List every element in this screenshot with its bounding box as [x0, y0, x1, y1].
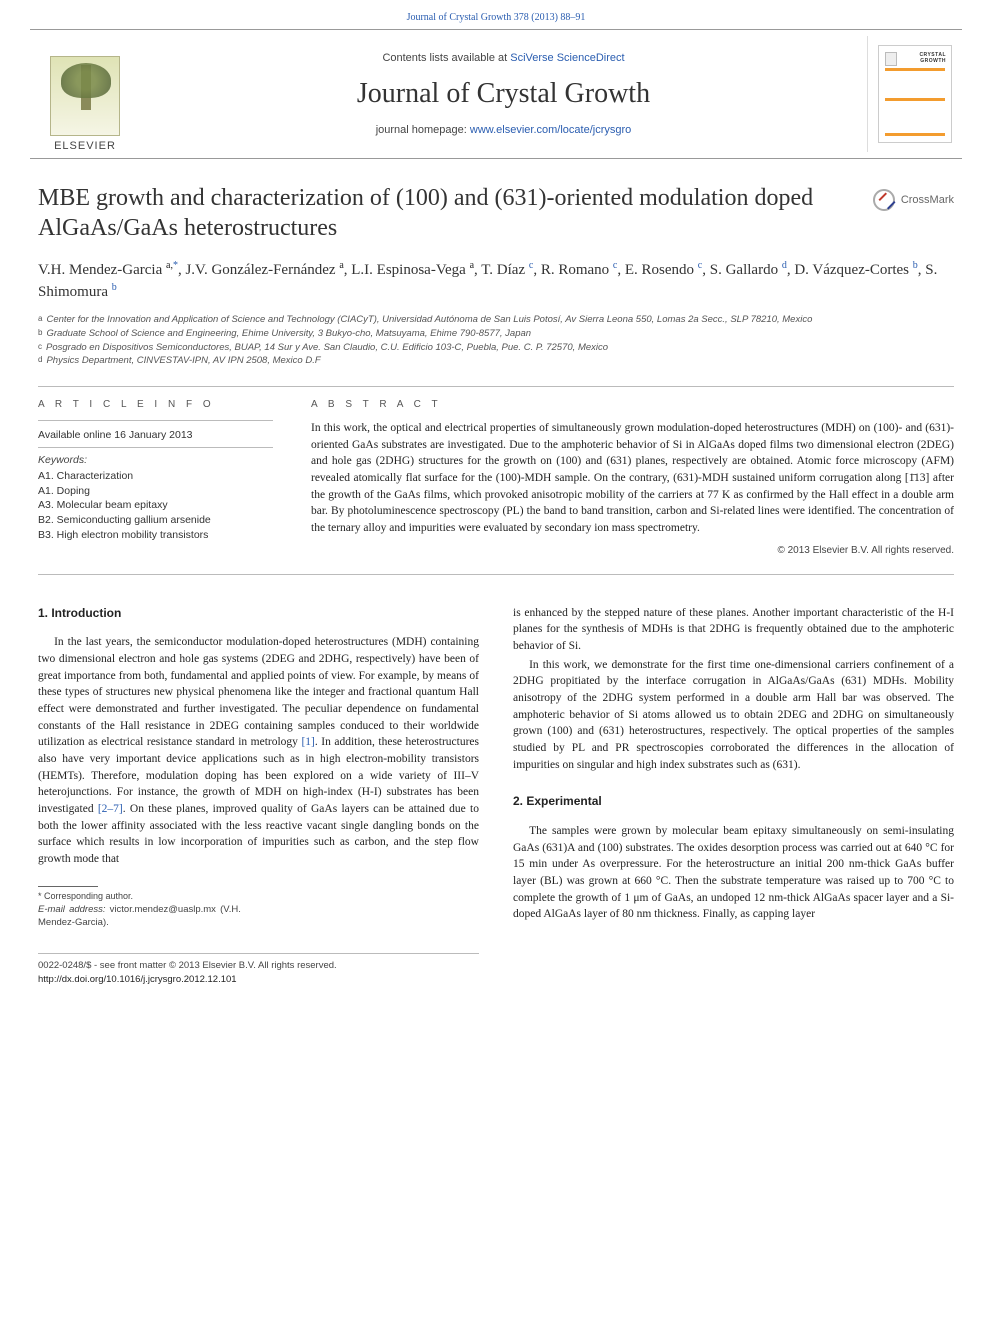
citation-link[interactable]: Journal of Crystal Growth 378 (2013) 88–… — [407, 12, 586, 23]
article-title: MBE growth and characterization of (100)… — [38, 183, 853, 243]
journal-name: Journal of Crystal Growth — [357, 78, 650, 110]
keyword-item: A1. Doping — [38, 484, 273, 499]
sciencedirect-link[interactable]: SciVerse ScienceDirect — [510, 52, 624, 64]
body-paragraph: In this work, we demonstrate for the fir… — [513, 657, 954, 774]
section-2-heading: 2. Experimental — [513, 793, 954, 810]
keyword-item: B2. Semiconducting gallium arsenide — [38, 513, 273, 528]
crossmark-label: CrossMark — [901, 194, 954, 206]
crossmark-badge[interactable]: CrossMark — [873, 189, 954, 211]
running-header: Journal of Crystal Growth 378 (2013) 88–… — [0, 0, 992, 29]
author-list: V.H. Mendez-Garcia a,*, J.V. González-Fe… — [38, 259, 954, 303]
citation-ref[interactable]: [1] — [301, 736, 314, 748]
abstract-column: A B S T R A C T In this work, the optica… — [311, 387, 954, 574]
affiliation-item: dPhysics Department, CINVESTAV-IPN, AV I… — [38, 354, 954, 368]
article-info-column: A R T I C L E I N F O Available online 1… — [38, 387, 273, 574]
affiliation-item: aCenter for the Innovation and Applicati… — [38, 313, 954, 327]
article-info-heading: A R T I C L E I N F O — [38, 399, 273, 410]
affiliation-item: bGraduate School of Science and Engineer… — [38, 327, 954, 341]
imprint-footer: 0022-0248/$ - see front matter © 2013 El… — [38, 953, 479, 986]
corresponding-author-footnote: * Corresponding author. E-mail address: … — [38, 886, 241, 930]
abstract-heading: A B S T R A C T — [311, 399, 954, 410]
affiliations: aCenter for the Innovation and Applicati… — [38, 313, 954, 368]
publisher-name: ELSEVIER — [54, 140, 116, 152]
body-paragraph: is enhanced by the stepped nature of the… — [513, 605, 954, 655]
citation-ref[interactable]: [2–7] — [98, 803, 123, 815]
section-1-heading: 1. Introduction — [38, 605, 479, 622]
journal-cover: CRYSTALGROWTH — [867, 36, 962, 152]
body-paragraph: In the last years, the semiconductor mod… — [38, 634, 479, 867]
journal-masthead: ELSEVIER Contents lists available at Sci… — [30, 29, 962, 159]
publisher-logo: ELSEVIER — [30, 30, 140, 158]
elsevier-tree-icon — [50, 56, 120, 136]
journal-homepage-link[interactable]: www.elsevier.com/locate/jcrysgro — [470, 124, 631, 136]
body-text-columns: 1. Introduction In the last years, the s… — [38, 605, 954, 986]
keyword-item: B3. High electron mobility transistors — [38, 528, 273, 543]
contents-lists-line: Contents lists available at SciVerse Sci… — [382, 52, 624, 64]
journal-cover-thumb: CRYSTALGROWTH — [878, 45, 952, 143]
doi-line[interactable]: http://dx.doi.org/10.1016/j.jcrysgro.201… — [38, 973, 479, 986]
available-online-date: Available online 16 January 2013 — [38, 429, 273, 448]
abstract-text: In this work, the optical and electrical… — [311, 420, 954, 537]
body-paragraph: The samples were grown by molecular beam… — [513, 823, 954, 923]
affiliation-item: cPosgrado en Dispositivos Semiconductore… — [38, 341, 954, 355]
keyword-item: A3. Molecular beam epitaxy — [38, 498, 273, 513]
abstract-copyright: © 2013 Elsevier B.V. All rights reserved… — [311, 545, 954, 556]
issn-line: 0022-0248/$ - see front matter © 2013 El… — [38, 959, 479, 972]
masthead-center: Contents lists available at SciVerse Sci… — [140, 30, 867, 158]
keywords-label: Keywords: — [38, 454, 273, 466]
journal-homepage-line: journal homepage: www.elsevier.com/locat… — [376, 124, 632, 136]
crossmark-icon — [873, 189, 895, 211]
keyword-item: A1. Characterization — [38, 469, 273, 484]
